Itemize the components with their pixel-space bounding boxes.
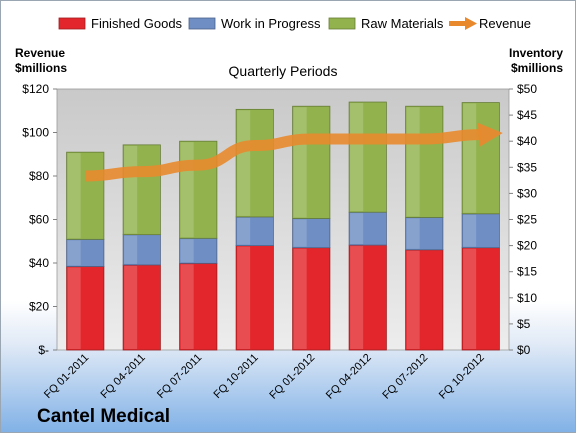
right-tick-label: $5 (517, 317, 531, 331)
bar-finished-goods (66, 266, 105, 351)
right-axis-title: $millions (511, 61, 563, 75)
x-tick-label: FQ 07-2011 (155, 352, 204, 401)
revenue-arrow-head (477, 122, 503, 147)
left-tick-label: $80 (29, 169, 49, 183)
legend-swatch (328, 17, 356, 30)
revenue-point (479, 133, 482, 136)
x-tick-label: FQ 04-2011 (98, 352, 147, 401)
legend-arrow (465, 17, 477, 30)
bar-raw-materials (66, 151, 105, 240)
bar-raw-materials (348, 101, 387, 213)
legend: Finished Goods Work in Progress Raw Materi… (58, 16, 531, 31)
bar-work-in-progress (235, 216, 274, 246)
company-name: Cantel Medical (37, 406, 171, 427)
x-tick-label: FQ 04-2012 (324, 352, 374, 402)
bar-work-in-progress (66, 238, 105, 267)
bar-finished-goods (235, 245, 274, 351)
revenue-line (84, 122, 503, 182)
bar-raw-materials (122, 144, 161, 236)
bar-finished-goods (292, 247, 331, 351)
bar-finished-goods (348, 244, 387, 351)
left-tick-label: $- (38, 343, 49, 357)
right-tick-label: $30 (517, 186, 537, 200)
bar-finished-goods (122, 264, 161, 351)
legend-swatch (58, 17, 86, 30)
right-tick-label: $15 (517, 265, 537, 279)
bar-finished-goods (179, 262, 218, 351)
bar-raw-materials (179, 140, 218, 239)
right-tick-label: $20 (517, 239, 537, 253)
right-tick-label: $45 (517, 108, 537, 122)
chart-subtitle: Quarterly Periods (229, 63, 338, 79)
legend-label: Finished Goods (91, 16, 183, 31)
x-tick-label: FQ 01-2012 (267, 352, 317, 402)
revenue-point (140, 170, 143, 173)
x-tick-label: FQ 07-2012 (380, 352, 430, 402)
left-tick-label: $100 (22, 126, 49, 140)
revenue-point (84, 175, 87, 178)
bar-raw-materials (405, 105, 444, 218)
left-axis: $- $20 $40 $60 $80 $100 $120 (22, 82, 57, 357)
bar-work-in-progress (292, 218, 331, 249)
right-tick-label: $25 (517, 213, 537, 227)
bar-raw-materials (461, 102, 500, 215)
right-axis: $0 $5 $10 $15 $20 $25 $30 $35 $40 $45 $50 (509, 82, 537, 357)
right-tick-label: $40 (517, 134, 537, 148)
bar-work-in-progress (179, 237, 218, 264)
bar-finished-goods (405, 249, 444, 351)
left-axis-title: Revenue (15, 46, 65, 60)
left-tick-label: $40 (29, 256, 49, 270)
right-tick-label: $10 (517, 291, 537, 305)
x-tick-label: FQ 10-2012 (437, 352, 487, 402)
revenue-point (253, 144, 256, 147)
x-tick-label: FQ 10-2011 (211, 352, 260, 401)
left-axis-title: $millions (15, 61, 67, 75)
legend-swatch (188, 17, 216, 30)
left-tick-label: $20 (29, 300, 49, 314)
left-tick-label: $120 (22, 82, 49, 96)
right-tick-label: $0 (517, 343, 531, 357)
bar-work-in-progress (461, 213, 500, 249)
legend-label: Revenue (479, 16, 531, 31)
bar-finished-goods (461, 247, 500, 351)
left-tick-label: $60 (29, 213, 49, 227)
x-axis: FQ 01-2011 FQ 04-2011 FQ 07-2011 FQ 10-2011… (42, 352, 487, 402)
bar-work-in-progress (348, 211, 387, 246)
revenue-point (310, 138, 313, 141)
right-tick-label: $35 (517, 160, 537, 174)
bar-raw-materials (292, 105, 331, 219)
revenue-point (197, 164, 200, 167)
bar-work-in-progress (122, 234, 161, 266)
legend-label: Raw Materials (361, 16, 444, 31)
bar-raw-materials (235, 108, 274, 218)
bar-work-in-progress (405, 217, 444, 251)
x-tick-label: FQ 01-2011 (42, 352, 91, 401)
right-axis-title: Inventory (509, 46, 563, 60)
revenue-point (366, 138, 369, 141)
revenue-point (423, 138, 426, 141)
revenue-line-path (85, 129, 481, 182)
right-tick-label: $50 (517, 82, 537, 96)
legend-label: Work in Progress (221, 16, 321, 31)
